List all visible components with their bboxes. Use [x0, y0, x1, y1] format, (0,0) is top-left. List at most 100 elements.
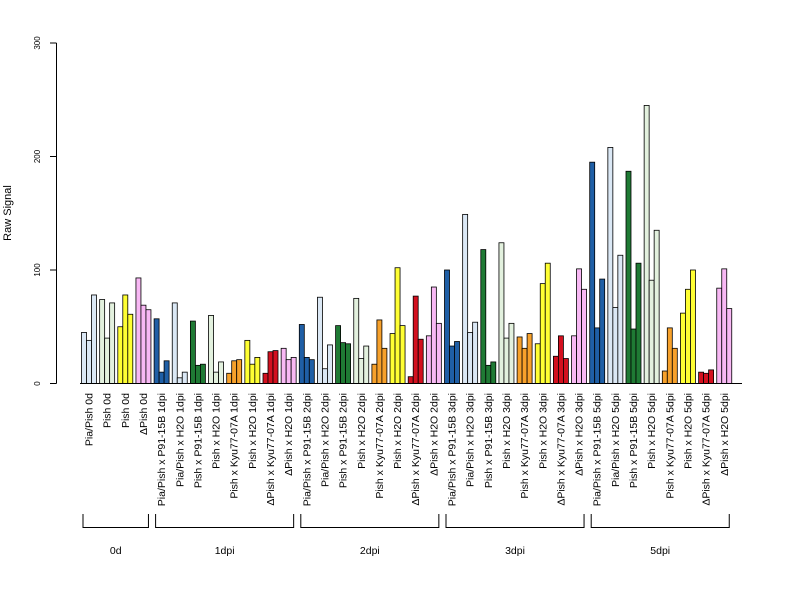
- bar: [680, 312, 686, 384]
- bar: [153, 318, 160, 384]
- bar: [467, 332, 474, 384]
- bar: [412, 295, 419, 384]
- bar: [558, 335, 564, 384]
- bar: [176, 377, 183, 384]
- bar: [109, 302, 116, 384]
- bar: [589, 161, 596, 384]
- x-tick-label: Pish x P91-15B 3dpi: [483, 393, 495, 488]
- bar: [290, 356, 297, 384]
- bar: [244, 339, 251, 384]
- x-tick-label: ΔPish x H2O 5dpi: [719, 393, 731, 476]
- bar: [581, 288, 587, 384]
- bar: [612, 307, 619, 384]
- x-tick-label: Pish x Kyu77-07A 1dpi: [229, 393, 241, 499]
- y-tick-label: 300: [33, 36, 42, 50]
- time-point-groups: 0d 1dpi 2dpi 3dpi 5dpi: [82, 514, 730, 557]
- bar: [454, 341, 460, 384]
- bar: [498, 242, 505, 384]
- bar: [340, 342, 347, 384]
- bar: [462, 213, 469, 384]
- x-tick-label: ΔPish 0d: [138, 393, 150, 435]
- bar: [376, 319, 383, 384]
- x-tick-label: Pish x Kyu77-07A 3dpi: [519, 393, 531, 499]
- x-tick-label: ΔPish x H2O 1dpi: [283, 393, 295, 476]
- y-axis: 0 100 200 300: [33, 36, 57, 386]
- x-tick-label: ΔPish x H2O 2dpi: [428, 393, 440, 476]
- bar: [430, 286, 437, 384]
- bar: [444, 269, 450, 384]
- bar: [716, 287, 723, 384]
- bar: [490, 361, 497, 384]
- bar: [726, 308, 733, 384]
- bar: [625, 170, 632, 384]
- group-label: 3dpi: [505, 545, 525, 557]
- x-tick-label: Pish x H2O 1dpi: [211, 393, 223, 469]
- bar: [91, 294, 97, 384]
- bar: [630, 328, 637, 384]
- bar: [199, 363, 206, 384]
- bar: [607, 147, 614, 384]
- group-label: 1dpi: [215, 545, 235, 557]
- bar: [721, 268, 728, 384]
- bar: [534, 343, 541, 384]
- bar: [280, 347, 287, 384]
- bar: [345, 343, 352, 384]
- bar: [685, 288, 691, 384]
- bar: [472, 321, 479, 384]
- bar: [661, 370, 668, 384]
- x-tick-label: Pish x H2O 3dpi: [501, 393, 513, 469]
- bar: [86, 339, 92, 384]
- bar: [163, 360, 170, 384]
- bar: [249, 363, 256, 384]
- x-tick-label: Pish x H2O 1dpi: [247, 393, 259, 469]
- x-tick-label: Pia/Pish x P91-15B 2dpi: [301, 393, 313, 506]
- x-tick-label: ΔPish x Kyu77-07A 3dpi: [555, 393, 567, 506]
- bar: [708, 369, 714, 384]
- x-tick-label: ΔPish x Kyu77-07A 2dpi: [410, 393, 422, 506]
- x-tick-label: Pish x P91-15B 1dpi: [192, 393, 204, 488]
- bar: [417, 338, 424, 384]
- bars: [81, 105, 733, 384]
- bar: [135, 277, 142, 384]
- bar: [407, 376, 414, 384]
- bar: [643, 105, 650, 384]
- y-tick-label: 200: [33, 149, 42, 163]
- bar: [254, 356, 261, 384]
- bar: [371, 363, 378, 384]
- bar: [99, 299, 106, 384]
- x-tick-label: Pish 0d: [102, 393, 114, 428]
- x-tick-label: Pia/Pish x H2O 2dpi: [319, 393, 331, 487]
- bar: [576, 268, 582, 384]
- x-tick-label: Pia/Pish 0d: [84, 393, 96, 446]
- bar: [122, 294, 129, 384]
- bar: [353, 297, 360, 384]
- bar: [425, 335, 432, 384]
- bar: [363, 345, 370, 384]
- group-label: 5dpi: [650, 545, 670, 557]
- bar: [226, 372, 233, 384]
- bar: [449, 345, 455, 384]
- group-bracket: [155, 514, 295, 528]
- bar: [236, 359, 243, 384]
- bar: [145, 309, 152, 384]
- bar: [140, 304, 147, 384]
- x-tick-label: Pish 0d: [120, 393, 132, 428]
- group-label: 0d: [110, 545, 122, 557]
- bar: [617, 254, 624, 384]
- bar: [394, 267, 401, 384]
- x-tick-label: Pia/Pish x P91-15B 1dpi: [156, 393, 168, 506]
- bar: [303, 356, 310, 384]
- x-tick-label: ΔPish x Kyu77-07A 5dpi: [701, 393, 713, 506]
- bar: [127, 313, 134, 384]
- y-axis-label: Raw Signal: [2, 185, 14, 241]
- bar: [690, 269, 696, 384]
- bar: [358, 358, 365, 384]
- bar: [539, 283, 546, 384]
- x-tick-label: Pish x P91-15B 2dpi: [338, 393, 350, 488]
- bar: [218, 361, 224, 384]
- bar: [189, 320, 196, 384]
- bar: [322, 368, 328, 384]
- x-tick-label: Pish x H2O 5dpi: [646, 393, 658, 469]
- x-tick-label: Pish x Kyu77-07A 5dpi: [664, 393, 676, 499]
